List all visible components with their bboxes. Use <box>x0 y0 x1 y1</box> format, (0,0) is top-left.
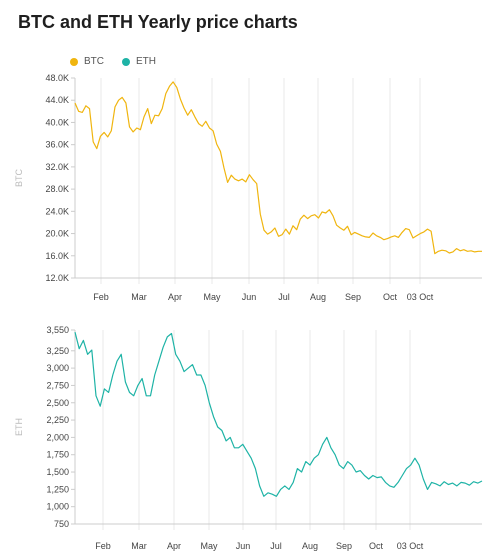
x-tick-label: Jul <box>270 541 282 551</box>
y-tick-label: 16.0K <box>45 251 69 261</box>
x-tick-label: Oct <box>369 541 384 551</box>
y-tick-label: 1,250 <box>46 484 69 494</box>
y-axis-label: ETH <box>14 418 24 436</box>
x-tick-label: Sep <box>336 541 352 551</box>
x-tick-label: Oct <box>383 292 398 302</box>
x-tick-label: Mar <box>131 541 147 551</box>
y-tick-label: 3,000 <box>46 363 69 373</box>
y-tick-label: 2,250 <box>46 415 69 425</box>
x-tick-label: May <box>200 541 218 551</box>
x-tick-label: Jul <box>278 292 290 302</box>
y-tick-label: 2,500 <box>46 398 69 408</box>
legend-item-eth[interactable]: ETH <box>122 56 156 67</box>
x-tick-label: May <box>203 292 221 302</box>
legend: BTC ETH <box>70 56 156 67</box>
y-tick-label: 2,000 <box>46 432 69 442</box>
y-axis-label: BTC <box>14 168 24 187</box>
x-tick-label: 03 Oct <box>407 292 434 302</box>
y-tick-label: 48.0K <box>45 73 69 83</box>
legend-item-btc[interactable]: BTC <box>70 56 104 67</box>
x-tick-label: Sep <box>345 292 361 302</box>
y-tick-label: 12.0K <box>45 273 69 283</box>
y-tick-label: 20.0K <box>45 229 69 239</box>
y-tick-label: 44.0K <box>45 95 69 105</box>
x-tick-label: Feb <box>95 541 111 551</box>
x-tick-label: Aug <box>302 541 318 551</box>
series-line-eth <box>74 331 483 497</box>
x-tick-label: Apr <box>167 541 181 551</box>
y-tick-label: 1,500 <box>46 467 69 477</box>
x-tick-label: 03 Oct <box>397 541 424 551</box>
x-tick-label: Aug <box>310 292 326 302</box>
x-tick-label: Jun <box>242 292 257 302</box>
legend-dot-eth-icon <box>122 57 130 66</box>
y-tick-label: 750 <box>54 519 69 529</box>
y-tick-label: 3,250 <box>46 346 69 356</box>
y-tick-label: 28.0K <box>45 184 69 194</box>
y-tick-label: 1,750 <box>46 450 69 460</box>
x-tick-label: Feb <box>93 292 109 302</box>
legend-label-eth: ETH <box>136 56 156 67</box>
x-tick-label: Apr <box>168 292 182 302</box>
y-tick-label: 3,550 <box>46 325 69 335</box>
legend-label-btc: BTC <box>84 56 104 67</box>
y-tick-label: 1,000 <box>46 502 69 512</box>
page-title: BTC and ETH Yearly price charts <box>18 12 298 32</box>
y-tick-label: 24.0K <box>45 206 69 216</box>
legend-dot-btc-icon <box>70 57 78 66</box>
y-tick-label: 36.0K <box>45 140 69 150</box>
x-tick-label: Mar <box>131 292 147 302</box>
series-line-btc <box>74 81 482 255</box>
x-tick-label: Jun <box>236 541 251 551</box>
y-tick-label: 32.0K <box>45 162 69 172</box>
y-tick-label: 40.0K <box>45 117 69 127</box>
y-tick-label: 2,750 <box>46 380 69 390</box>
